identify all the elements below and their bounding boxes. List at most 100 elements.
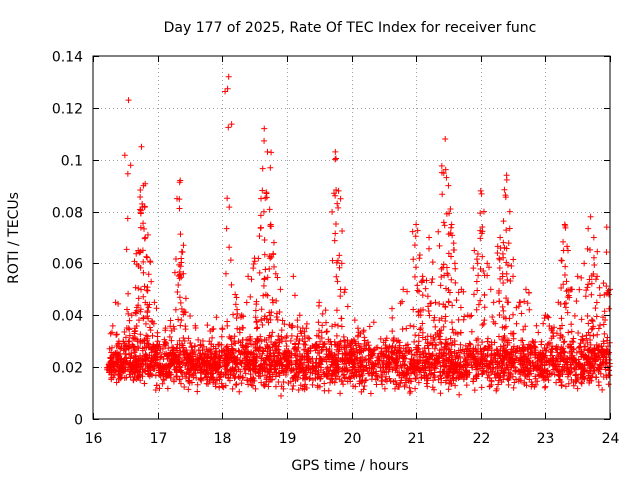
data-point: [512, 353, 519, 360]
data-point: [186, 371, 193, 378]
data-point: [197, 364, 204, 371]
data-point: [463, 368, 470, 375]
data-point: [208, 354, 215, 361]
data-point: [203, 373, 210, 380]
data-point: [224, 318, 231, 325]
data-point: [185, 335, 192, 342]
data-point: [594, 248, 601, 255]
data-point: [583, 335, 590, 342]
data-point: [201, 350, 208, 357]
data-point: [268, 376, 275, 383]
data-point: [509, 330, 516, 337]
data-point: [480, 320, 487, 327]
data-point: [370, 363, 377, 370]
data-point: [600, 374, 607, 381]
data-point: [493, 385, 500, 392]
data-point: [568, 321, 575, 328]
data-point: [446, 380, 453, 387]
data-point: [473, 375, 480, 382]
data-point: [603, 224, 610, 231]
data-point: [243, 299, 250, 306]
data-point: [332, 363, 339, 370]
data-point: [441, 222, 448, 229]
data-point: [445, 287, 452, 294]
data-point: [194, 388, 201, 395]
data-point: [342, 286, 349, 293]
data-point: [301, 328, 308, 335]
data-point: [188, 365, 195, 372]
data-point: [309, 370, 316, 377]
data-point: [501, 333, 508, 340]
data-point: [222, 270, 229, 277]
data-point: [387, 378, 394, 385]
data-point: [397, 380, 404, 387]
data-point: [517, 377, 524, 384]
data-point: [528, 344, 535, 351]
data-point: [333, 259, 340, 266]
data-point: [445, 299, 452, 306]
data-point: [553, 379, 560, 386]
data-point: [477, 210, 484, 217]
data-point: [303, 353, 310, 360]
data-point: [413, 221, 420, 228]
data-point: [177, 299, 184, 306]
data-point: [592, 276, 599, 283]
data-point: [222, 371, 229, 378]
data-point: [333, 369, 340, 376]
data-point: [175, 282, 182, 289]
data-point: [348, 368, 355, 375]
data-point: [294, 317, 301, 324]
data-point: [512, 364, 519, 371]
data-point: [177, 380, 184, 387]
data-point: [175, 316, 182, 323]
data-point: [185, 359, 192, 366]
data-point: [489, 313, 496, 320]
data-point: [249, 382, 256, 389]
data-point: [147, 258, 154, 265]
data-point: [410, 360, 417, 367]
data-point: [510, 256, 517, 263]
data-point: [585, 281, 592, 288]
data-point: [448, 221, 455, 228]
data-point: [264, 352, 271, 359]
data-point: [588, 316, 595, 323]
data-point: [261, 276, 268, 283]
data-point: [243, 354, 250, 361]
data-point: [172, 256, 179, 263]
data-point: [493, 346, 500, 353]
data-point: [594, 273, 601, 280]
data-point: [290, 273, 297, 280]
data-point: [137, 193, 144, 200]
data-point: [481, 304, 488, 311]
y-axis-label: ROTI / TECUs: [6, 192, 22, 284]
data-point: [220, 347, 227, 354]
data-point: [361, 345, 368, 352]
data-point: [130, 335, 137, 342]
data-point: [391, 349, 398, 356]
data-point: [216, 384, 223, 391]
data-point: [550, 357, 557, 364]
data-point: [584, 367, 591, 374]
data-point: [436, 347, 443, 354]
data-point: [510, 335, 517, 342]
data-point: [377, 368, 384, 375]
data-point: [389, 305, 396, 312]
data-point: [508, 362, 515, 369]
data-point: [341, 343, 348, 350]
data-point: [337, 390, 344, 397]
data-point: [169, 344, 176, 351]
data-point: [278, 333, 285, 340]
data-point: [561, 300, 568, 307]
data-point: [325, 348, 332, 355]
data-point: [442, 135, 449, 142]
y-tick-label: 0.06: [52, 257, 83, 273]
data-point: [136, 368, 143, 375]
data-point: [113, 331, 120, 338]
data-point: [484, 338, 491, 345]
data-point: [566, 366, 573, 373]
x-tick-label: 24: [602, 431, 620, 447]
data-point: [420, 306, 427, 313]
data-point: [195, 336, 202, 343]
data-point: [468, 328, 475, 335]
data-point: [544, 313, 551, 320]
